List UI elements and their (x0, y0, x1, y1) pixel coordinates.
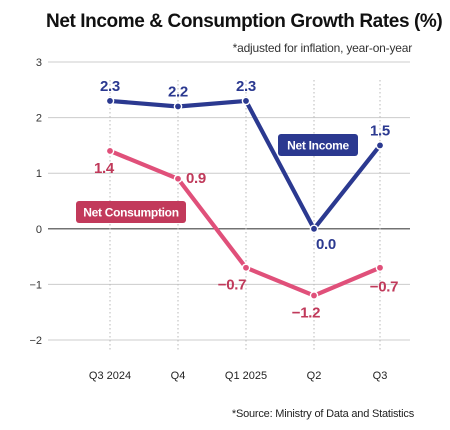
data-point (309, 291, 319, 300)
source-note: *Source: Ministry of Data and Statistics (231, 408, 414, 420)
legend-badge (278, 134, 358, 156)
legend-net-income: Net Income (278, 134, 358, 156)
y-tick-label: 3 (36, 57, 42, 69)
data-point (375, 263, 385, 273)
data-label: 2.3 (236, 78, 256, 95)
data-point (173, 102, 183, 111)
x-tick-label: Q3 2024 (89, 370, 131, 382)
data-label: 2.3 (100, 78, 120, 95)
data-label: −1.2 (292, 305, 320, 322)
y-tick-label: 0 (36, 224, 42, 236)
data-point (105, 146, 115, 156)
x-tick-label: Q4 (171, 370, 186, 382)
x-tick-label: Q1 2025 (225, 370, 267, 382)
data-point (309, 224, 319, 234)
data-label: 0.0 (316, 236, 336, 253)
gridlines (48, 61, 410, 341)
chart-subtitle: *adjusted for inflation, year-on-year (232, 41, 413, 55)
data-label: 0.9 (186, 170, 206, 187)
data-point (173, 174, 183, 184)
y-tick-label: −2 (29, 335, 42, 347)
y-tick-label: −1 (29, 279, 42, 291)
legend-label: Net Consumption (83, 206, 179, 220)
x-tick-label: Q3 (373, 370, 388, 382)
data-label: 1.4 (94, 160, 115, 177)
data-point (105, 96, 115, 106)
y-tick-label: 2 (36, 113, 42, 125)
series-line-net-consumption (107, 148, 383, 298)
data-point (375, 141, 385, 150)
chart-title: Net Income & Consumption Growth Rates (%… (46, 11, 443, 32)
data-point (241, 263, 251, 273)
legend-badge (76, 201, 186, 223)
data-label: −0.7 (370, 279, 398, 296)
data-label: 2.2 (168, 83, 188, 100)
y-tick-label: 1 (36, 168, 42, 180)
legend-net-consumption: Net Consumption (76, 201, 186, 223)
data-label: −0.7 (218, 277, 246, 294)
legend-label: Net Income (287, 139, 349, 153)
data-point (241, 96, 251, 106)
data-label: 1.5 (370, 122, 390, 139)
x-tick-label: Q2 (307, 370, 322, 382)
